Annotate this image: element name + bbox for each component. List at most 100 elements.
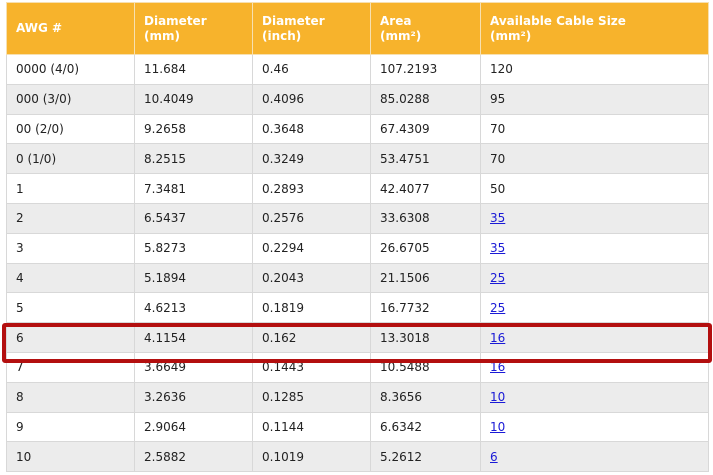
cable-size-link[interactable]: 16: [490, 330, 506, 345]
table-row: 8 3.2636 0.1285 8.3656 10: [6, 381, 709, 413]
area-cell: 26.6705: [370, 232, 481, 264]
header-unit: (mm): [144, 28, 180, 43]
area-cell: 85.0288: [370, 83, 481, 115]
cable-size-link[interactable]: 10: [490, 390, 506, 405]
cable-size-link[interactable]: 25: [490, 270, 506, 285]
cable-size-link[interactable]: 35: [490, 241, 506, 256]
header-unit: (mm²): [380, 28, 422, 43]
header-label: Diameter: [262, 13, 325, 28]
diameter-inch-cell: 0.1019: [252, 441, 371, 473]
table-body: 0000 (4/0) 11.684 0.46 107.2193 120 000 (3/0)…: [6, 54, 709, 473]
diameter-inch-header: Diameter (inch): [252, 2, 371, 55]
awg-cell: 8: [6, 381, 135, 413]
area-cell: 5.2612: [370, 441, 481, 473]
diameter-mm-cell: 8.2515: [134, 143, 253, 175]
area-cell: 42.4077: [370, 173, 481, 204]
diameter-inch-cell: 0.2294: [252, 232, 371, 264]
table-row: 2 6.5437 0.2576 33.6308 35: [6, 202, 709, 234]
cable-size-cell: 120: [480, 54, 709, 85]
diameter-inch-cell: 0.1819: [252, 292, 371, 324]
cable-size-cell: 6: [480, 441, 709, 473]
diameter-inch-cell: 0.4096: [252, 83, 371, 115]
diameter-mm-cell: 2.9064: [134, 411, 253, 443]
cable-size-cell: 25: [480, 262, 709, 294]
awg-cell: 2: [6, 202, 135, 234]
cable-size-link[interactable]: 35: [490, 211, 506, 226]
table-row: 0000 (4/0) 11.684 0.46 107.2193 120: [6, 54, 709, 85]
awg-cell: 1: [6, 173, 135, 204]
awg-cell: 3: [6, 232, 135, 264]
diameter-mm-cell: 3.6649: [134, 351, 253, 383]
diameter-mm-cell: 11.684: [134, 54, 253, 85]
area-cell: 107.2193: [370, 54, 481, 85]
header-unit: (mm²): [490, 28, 532, 43]
cable-size-cell: 10: [480, 411, 709, 443]
cable-size-cell: 16: [480, 351, 709, 383]
diameter-mm-cell: 5.1894: [134, 262, 253, 294]
diameter-mm-cell: 9.2658: [134, 113, 253, 145]
header-label: Diameter: [144, 13, 207, 28]
table-header: AWG # Diameter (mm) Diameter (inch) Area (mm²)…: [6, 2, 709, 55]
table-row: 9 2.9064 0.1144 6.6342 10: [6, 411, 709, 443]
awg-cell: 10: [6, 441, 135, 473]
cable-size-cell: 35: [480, 202, 709, 234]
header-row: AWG # Diameter (mm) Diameter (inch) Area (mm²)…: [6, 2, 709, 55]
cable-size-cell: 70: [480, 143, 709, 175]
diameter-mm-cell: 10.4049: [134, 83, 253, 115]
diameter-mm-cell: 4.6213: [134, 292, 253, 324]
awg-cell: 9: [6, 411, 135, 443]
diameter-mm-cell: 7.3481: [134, 173, 253, 204]
diameter-mm-cell: 5.8273: [134, 232, 253, 264]
awg-table: AWG # Diameter (mm) Diameter (inch) Area (mm²)…: [6, 2, 709, 473]
diameter-inch-cell: 0.1443: [252, 351, 371, 383]
diameter-inch-cell: 0.162: [252, 322, 371, 353]
cable-size-cell: 95: [480, 83, 709, 115]
area-cell: 21.1506: [370, 262, 481, 294]
awg-cell: 000 (3/0): [6, 83, 135, 115]
cable-size-link[interactable]: 6: [490, 449, 498, 464]
area-cell: 6.6342: [370, 411, 481, 443]
diameter-mm-cell: 3.2636: [134, 381, 253, 413]
diameter-mm-header: Diameter (mm): [134, 2, 253, 55]
awg-header: AWG #: [6, 2, 135, 55]
awg-cell: 5: [6, 292, 135, 324]
cable-size-cell: 50: [480, 173, 709, 204]
cable-size-cell: 25: [480, 292, 709, 324]
header-unit: (inch): [262, 28, 302, 43]
awg-cell: 00 (2/0): [6, 113, 135, 145]
diameter-inch-cell: 0.3249: [252, 143, 371, 175]
area-cell: 10.5488: [370, 351, 481, 383]
table-row: 10 2.5882 0.1019 5.2612 6: [6, 441, 709, 473]
area-cell: 53.4751: [370, 143, 481, 175]
cable-size-cell: 16: [480, 322, 709, 353]
diameter-mm-cell: 4.1154: [134, 322, 253, 353]
awg-cell: 4: [6, 262, 135, 294]
diameter-inch-cell: 0.2893: [252, 173, 371, 204]
area-cell: 67.4309: [370, 113, 481, 145]
diameter-mm-cell: 6.5437: [134, 202, 253, 234]
area-cell: 33.6308: [370, 202, 481, 234]
diameter-inch-cell: 0.3648: [252, 113, 371, 145]
awg-cell: 6: [6, 322, 135, 353]
cable-size-link[interactable]: 25: [490, 300, 506, 315]
awg-cell: 0 (1/0): [6, 143, 135, 175]
table-row: 7 3.6649 0.1443 10.5488 16: [6, 351, 709, 383]
table-row: 1 7.3481 0.2893 42.4077 50: [6, 173, 709, 204]
header-label: Available Cable Size: [490, 13, 626, 28]
awg-cell: 7: [6, 351, 135, 383]
cable-size-cell: 35: [480, 232, 709, 264]
table-row: 0 (1/0) 8.2515 0.3249 53.4751 70: [6, 143, 709, 175]
cable-size-link[interactable]: 10: [490, 419, 506, 434]
cable-size-link[interactable]: 16: [490, 360, 506, 375]
diameter-inch-cell: 0.2576: [252, 202, 371, 234]
table-row: 6 4.1154 0.162 13.3018 16: [6, 322, 709, 353]
cable-size-cell: 70: [480, 113, 709, 145]
table-row: 000 (3/0) 10.4049 0.4096 85.0288 95: [6, 83, 709, 115]
diameter-inch-cell: 0.1144: [252, 411, 371, 443]
awg-cell: 0000 (4/0): [6, 54, 135, 85]
table-row: 5 4.6213 0.1819 16.7732 25: [6, 292, 709, 324]
area-cell: 8.3656: [370, 381, 481, 413]
diameter-mm-cell: 2.5882: [134, 441, 253, 473]
area-cell: 16.7732: [370, 292, 481, 324]
diameter-inch-cell: 0.1285: [252, 381, 371, 413]
